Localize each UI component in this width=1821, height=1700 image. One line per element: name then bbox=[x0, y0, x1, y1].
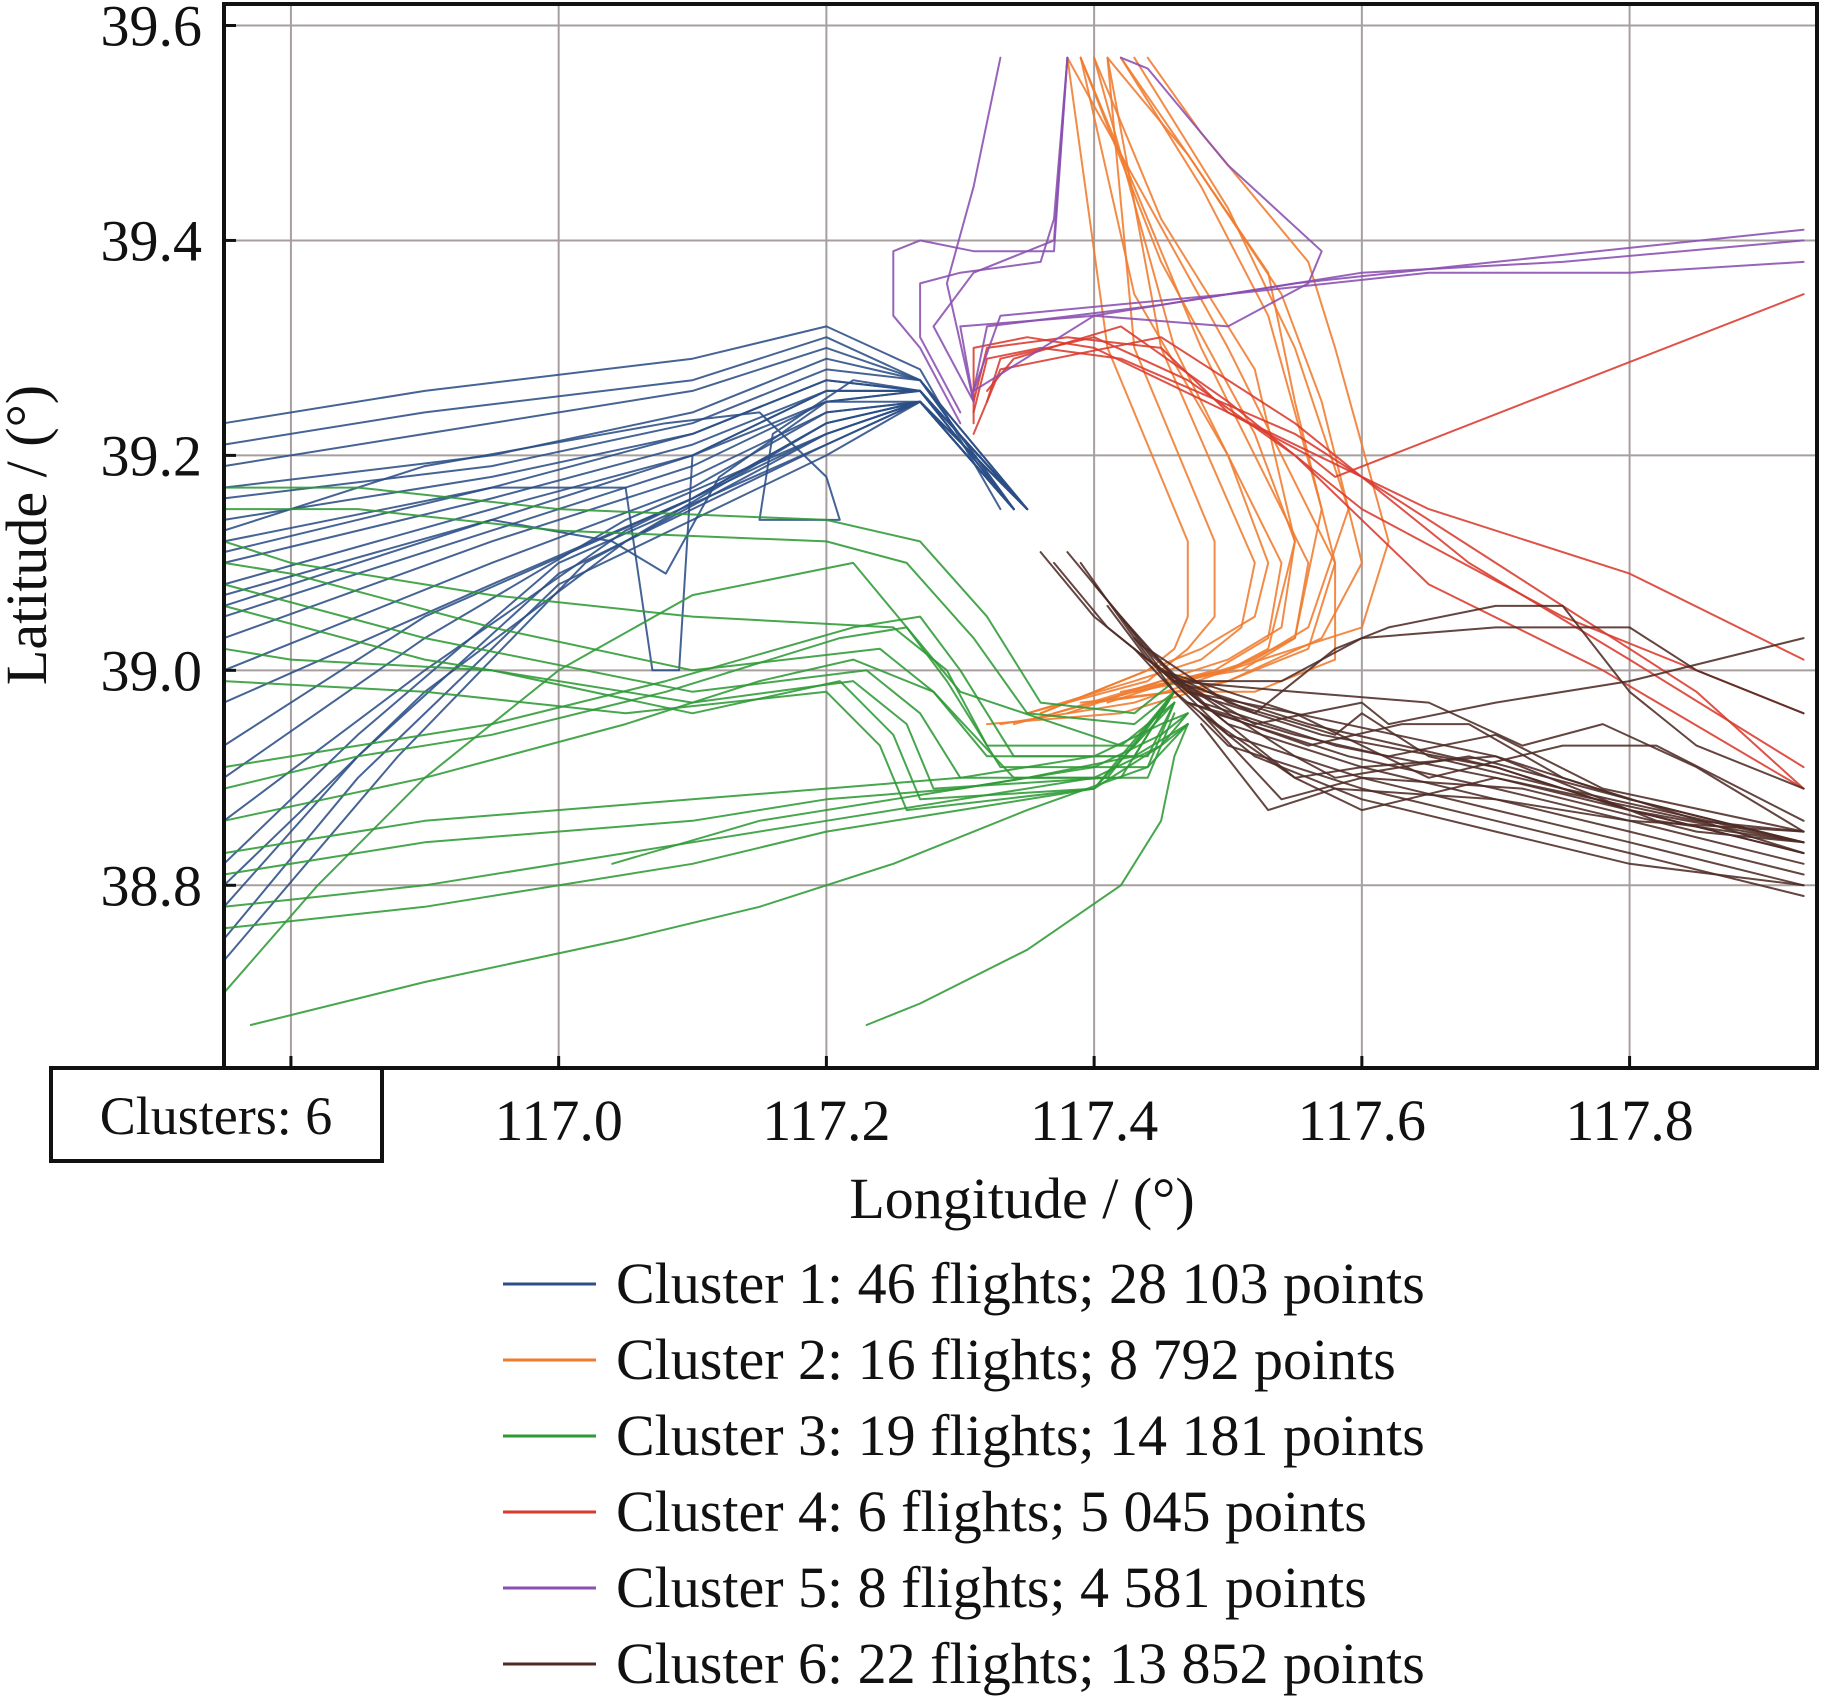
legend-item: Cluster 6: 22 flights; 13 852 points bbox=[503, 1631, 1425, 1696]
cluster-1-series bbox=[223, 325, 1029, 962]
cluster-3-trajectory bbox=[223, 712, 1189, 876]
cluster-6-trajectory bbox=[1186, 690, 1805, 822]
cluster-2-series bbox=[986, 56, 1390, 726]
y-tick-label: 39.0 bbox=[101, 638, 203, 703]
plot-frame bbox=[222, 2, 1819, 1070]
legend-item: Cluster 1: 46 flights; 28 103 points bbox=[503, 1251, 1425, 1316]
legend-label: Cluster 6: 22 flights; 13 852 points bbox=[616, 1631, 1425, 1696]
cluster-3-trajectory bbox=[223, 647, 1176, 801]
cluster-6-trajectory bbox=[1173, 626, 1805, 715]
cluster-6-trajectory bbox=[1146, 647, 1805, 844]
cluster-2-trajectory bbox=[1133, 56, 1350, 693]
legend-item: Cluster 5: 8 flights; 4 581 points bbox=[503, 1555, 1367, 1620]
cluster-6-trajectory bbox=[1186, 701, 1805, 855]
cluster-4-series bbox=[972, 293, 1805, 790]
cluster-1-trajectory bbox=[223, 400, 1029, 779]
cluster-6-trajectory bbox=[1200, 723, 1805, 833]
cluster-3-trajectory bbox=[223, 486, 1176, 715]
x-tick-label: 117.2 bbox=[762, 1088, 890, 1153]
y-tick-label: 39.6 bbox=[101, 0, 203, 58]
cluster-5-trajectory bbox=[972, 56, 1323, 392]
x-tick-label: 117.6 bbox=[1298, 1088, 1426, 1153]
cluster-5-trajectory bbox=[959, 228, 1805, 403]
cluster-5-trajectory bbox=[972, 260, 1805, 392]
cluster-6-trajectory bbox=[1133, 647, 1805, 887]
x-axis-title: Longitude / (°) bbox=[849, 1166, 1194, 1231]
cluster-3-trajectory bbox=[223, 712, 1189, 855]
cluster-5-trajectory bbox=[945, 56, 1002, 403]
cluster-1-trajectory bbox=[223, 400, 1015, 962]
legend: Cluster 1: 46 flights; 28 103 points Clus… bbox=[503, 1251, 1425, 1696]
clusters-badge: Clusters: 6 bbox=[49, 1066, 384, 1163]
cluster-3-trajectory bbox=[865, 723, 1189, 1026]
cluster-1-trajectory bbox=[223, 325, 1002, 511]
legend-label: Cluster 5: 8 flights; 4 581 points bbox=[616, 1555, 1367, 1620]
grid bbox=[224, 4, 1817, 1068]
cluster-3-trajectory bbox=[223, 604, 1176, 790]
cluster-3-trajectory bbox=[611, 723, 1189, 865]
y-axis-title: Latitude / (°) bbox=[0, 385, 59, 685]
legend-label: Cluster 3: 19 flights; 14 181 points bbox=[616, 1403, 1425, 1468]
cluster-2-trajectory bbox=[1079, 56, 1363, 704]
cluster-1-trajectory bbox=[223, 389, 1029, 597]
cluster-2-trajectory bbox=[1026, 56, 1216, 715]
cluster-2-trajectory bbox=[986, 56, 1337, 726]
cluster-1-trajectory bbox=[223, 389, 1015, 672]
cluster-4-trajectory bbox=[972, 293, 1805, 478]
y-tick-label: 38.8 bbox=[101, 853, 203, 918]
cluster-2-trajectory bbox=[1119, 56, 1323, 693]
cluster-1-trajectory bbox=[223, 368, 1015, 511]
cluster-3-trajectory bbox=[223, 712, 1189, 908]
y-tick-label: 39.4 bbox=[101, 208, 203, 273]
cluster-3-trajectory bbox=[249, 723, 1189, 1026]
legend-label: Cluster 4: 6 flights; 5 045 points bbox=[616, 1479, 1367, 1544]
cluster-4-trajectory bbox=[986, 336, 1805, 790]
cluster-4-trajectory bbox=[972, 336, 1805, 769]
cluster-3-series bbox=[223, 486, 1189, 1026]
cluster-5-trajectory bbox=[932, 56, 1069, 403]
cluster-5-trajectory bbox=[972, 239, 1805, 392]
cluster-6-trajectory bbox=[1160, 604, 1805, 790]
cluster-3-trajectory bbox=[223, 540, 1176, 747]
cluster-2-trajectory bbox=[1093, 56, 1337, 704]
x-tick-label: 117.0 bbox=[494, 1088, 622, 1153]
cluster-6-series bbox=[1039, 551, 1805, 897]
cluster-5-trajectory bbox=[892, 56, 1069, 425]
cluster-5-trajectory bbox=[919, 56, 1069, 414]
cluster-1-trajectory bbox=[223, 400, 1029, 887]
x-axis-ticks: 117.0 117.2 117.4 117.6 117.8 bbox=[289, 1056, 1694, 1153]
trajectory-series bbox=[223, 56, 1805, 1026]
cluster-3-trajectory bbox=[223, 626, 1176, 790]
cluster-4-trajectory bbox=[986, 325, 1805, 715]
legend-item: Cluster 2: 16 flights; 8 792 points bbox=[503, 1327, 1396, 1392]
clusters-badge-label: Clusters: 6 bbox=[100, 1086, 333, 1146]
cluster-2-trajectory bbox=[1039, 56, 1270, 715]
cluster-3-trajectory bbox=[223, 658, 1176, 822]
cluster-1-trajectory bbox=[223, 379, 1029, 532]
cluster-2-trajectory bbox=[999, 56, 1310, 726]
cluster-4-trajectory bbox=[972, 346, 1805, 790]
cluster-6-trajectory bbox=[1160, 637, 1805, 726]
cluster-3-trajectory bbox=[223, 680, 1176, 812]
cluster-5-series bbox=[892, 56, 1805, 425]
x-tick-label: 117.8 bbox=[1565, 1088, 1693, 1153]
y-axis-ticks: 38.8 39.0 39.2 39.4 39.6 bbox=[101, 0, 236, 918]
legend-label: Cluster 2: 16 flights; 8 792 points bbox=[616, 1327, 1396, 1392]
x-tick-label: 117.4 bbox=[1030, 1088, 1158, 1153]
legend-item: Cluster 4: 6 flights; 5 045 points bbox=[503, 1479, 1367, 1544]
cluster-1-trajectory bbox=[223, 357, 1029, 511]
cluster-3-trajectory bbox=[223, 508, 1176, 726]
clusters-badge-box bbox=[49, 1066, 384, 1163]
cluster-6-trajectory bbox=[1160, 669, 1805, 833]
cluster-6-trajectory bbox=[1106, 604, 1805, 876]
cluster-3-trajectory bbox=[223, 723, 1189, 930]
y-tick-label: 39.2 bbox=[101, 423, 203, 488]
legend-item: Cluster 3: 19 flights; 14 181 points bbox=[503, 1403, 1425, 1468]
cluster-6-trajectory bbox=[1186, 701, 1805, 833]
cluster-6-trajectory bbox=[1200, 712, 1805, 844]
cluster-3-trajectory bbox=[223, 615, 1176, 769]
cluster-3-trajectory bbox=[223, 561, 1176, 994]
legend-label: Cluster 1: 46 flights; 28 103 points bbox=[616, 1251, 1425, 1316]
